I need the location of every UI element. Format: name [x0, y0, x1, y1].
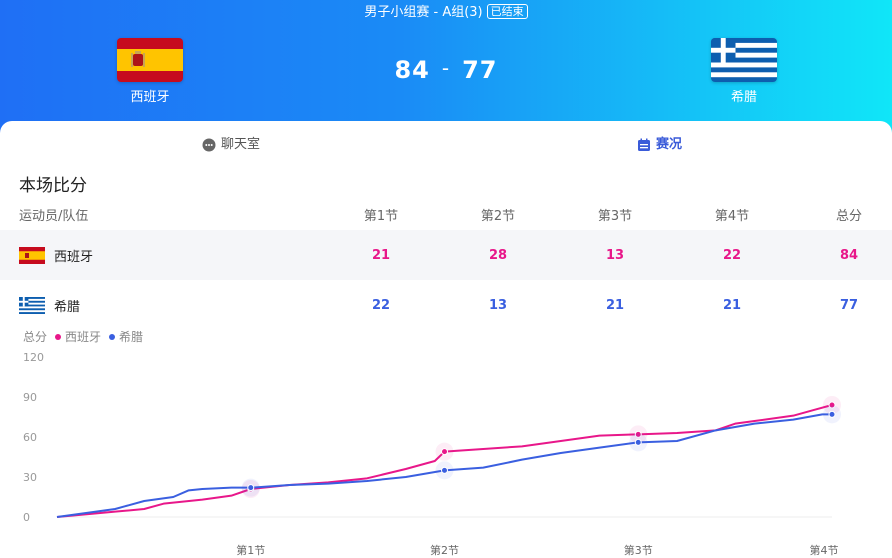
data-point	[634, 430, 642, 438]
legend-label-spain: 西班牙	[65, 330, 102, 344]
x-tick-label: 第2节	[430, 543, 459, 557]
tab-chat-room[interactable]: 聊天室	[202, 136, 260, 154]
score-cell: 21	[371, 247, 391, 263]
row-team-name: 希腊	[54, 299, 81, 315]
score-progression-chart: 0 30 60 90 120 第1节 第2节 第3节 第4节	[23, 351, 841, 557]
series-line-greece	[56, 413, 832, 518]
data-point	[828, 410, 836, 418]
y-tick-label: 0	[23, 511, 30, 524]
data-point	[634, 438, 642, 446]
spain-flag-icon	[19, 246, 45, 264]
y-tick-label: 120	[23, 351, 44, 364]
total-cell: 77	[839, 297, 859, 313]
home-team[interactable]: 西班牙	[80, 38, 220, 106]
row-team: 希腊	[19, 280, 219, 330]
table-row: 希腊 22 13 21 21 77	[0, 280, 892, 330]
total-cell: 84	[839, 247, 859, 263]
x-tick-label: 第3节	[624, 543, 653, 557]
scoreline: 84-77	[0, 56, 892, 84]
score-cell: 21	[722, 297, 742, 313]
score-cell: 21	[605, 297, 625, 313]
scoreboard-header: 运动员/队伍 第1节 第2节 第3节 第4节 总分	[0, 204, 892, 224]
series-line-spain	[56, 404, 833, 518]
legend-title: 总分	[23, 330, 48, 344]
match-title: 男子小组赛 - A组(3) 已结束	[0, 4, 892, 22]
y-tick-label: 60	[23, 431, 37, 444]
header-q3: 第3节	[597, 208, 633, 224]
away-team[interactable]: 希腊	[674, 38, 814, 106]
home-team-name: 西班牙	[130, 90, 170, 105]
away-team-name: 希腊	[730, 90, 757, 105]
spain-flag-icon	[117, 38, 183, 82]
x-tick-label: 第1节	[236, 543, 265, 557]
score-separator: -	[441, 56, 451, 80]
data-point	[828, 401, 836, 409]
tab-bar: 聊天室 赛况	[0, 121, 892, 169]
data-point	[247, 484, 255, 492]
row-team-name: 西班牙	[54, 249, 94, 265]
header-total: 总分	[835, 208, 862, 224]
data-point	[441, 448, 448, 456]
score-cell: 22	[371, 297, 391, 313]
tab-match-status-label: 赛况	[656, 137, 683, 152]
chart-legend: 总分 西班牙 希腊	[23, 328, 143, 345]
score-cell: 13	[605, 247, 625, 263]
legend-label-greece: 希腊	[119, 330, 144, 344]
tab-chat-label: 聊天室	[221, 137, 261, 152]
calendar-icon	[638, 138, 650, 151]
legend-dot-spain	[55, 333, 62, 340]
legend-dot-greece	[109, 333, 116, 340]
header-team: 运动员/队伍	[19, 208, 89, 224]
greece-flag-icon	[19, 296, 45, 314]
y-tick-label: 90	[23, 391, 37, 404]
match-title-text: 男子小组赛 - A组(3)	[364, 5, 483, 20]
table-row: 西班牙 21 28 13 22 84	[0, 230, 892, 280]
y-tick-label: 30	[23, 471, 37, 484]
x-tick-label: 第4节	[810, 543, 839, 557]
status-badge: 已结束	[486, 4, 528, 19]
away-score: 77	[462, 56, 498, 84]
greece-flag-icon	[711, 38, 777, 82]
tab-match-status[interactable]: 赛况	[637, 136, 682, 154]
header-q4: 第4节	[714, 208, 750, 224]
chat-bubble-icon	[202, 138, 216, 152]
scoreboard-title: 本场比分	[19, 176, 87, 196]
score-cell: 22	[722, 247, 742, 263]
match-header: 男子小组赛 - A组(3) 已结束 西班牙 84-77	[0, 0, 892, 140]
header-q2: 第2节	[480, 208, 516, 224]
data-point	[441, 466, 448, 474]
score-cell: 13	[488, 297, 508, 313]
score-cell: 28	[488, 247, 508, 263]
content-card: 聊天室 赛况 本场比分 运动员/队伍 第1节 第2节 第3节 第4节 总分	[0, 121, 892, 558]
home-score: 84	[394, 56, 430, 84]
row-team: 西班牙	[19, 230, 219, 280]
header-q1: 第1节	[363, 208, 399, 224]
